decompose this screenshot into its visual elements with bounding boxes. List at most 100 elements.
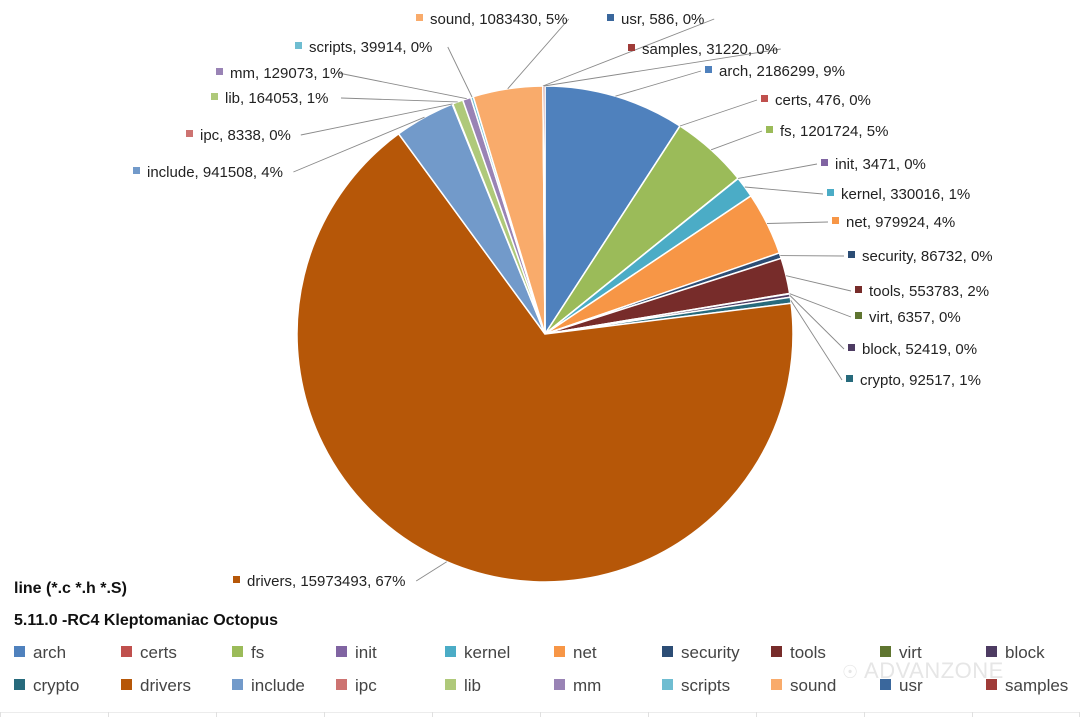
data-label-marker-scripts <box>295 42 302 49</box>
legend-swatch-lib <box>445 679 456 690</box>
data-label-marker-lib <box>211 93 218 100</box>
legend-swatch-ipc <box>336 679 347 690</box>
legend-label-block: block <box>1005 643 1045 662</box>
chart-title: line (*.c *.h *.S) <box>14 580 127 598</box>
leader-line-drivers <box>416 562 447 581</box>
data-label-marker-kernel <box>827 189 834 196</box>
data-label-block: block, 52419, 0% <box>862 341 977 358</box>
legend-label-drivers: drivers <box>140 676 191 695</box>
legend-swatch-crypto <box>14 679 25 690</box>
legend-label-include: include <box>251 676 305 695</box>
axis-tick <box>756 712 757 717</box>
data-label-tools: tools, 553783, 2% <box>869 283 989 300</box>
axis-tick <box>0 712 1 717</box>
leader-line-scripts <box>448 47 472 97</box>
watermark-chat-icon: ☉ <box>842 662 859 682</box>
legend-label-mm: mm <box>573 676 601 695</box>
axis-tick <box>972 712 973 717</box>
watermark: ☉ ADVANZONE <box>842 658 1004 684</box>
legend-swatch-virt <box>880 646 891 657</box>
axis-tick <box>864 712 865 717</box>
leader-line-crypto <box>791 300 842 380</box>
legend-swatch-tools <box>771 646 782 657</box>
data-label-virt: virt, 6357, 0% <box>869 309 961 326</box>
leader-line-init <box>738 164 817 178</box>
legend-swatch-sound <box>771 679 782 690</box>
data-label-marker-usr <box>607 14 614 21</box>
data-label-init: init, 3471, 0% <box>835 156 926 173</box>
data-label-marker-tools <box>855 286 862 293</box>
legend-item-tools: tools <box>771 643 826 663</box>
leader-line-arch <box>615 71 701 96</box>
axis-tick <box>324 712 325 717</box>
leader-line-mm <box>338 73 466 99</box>
data-label-marker-crypto <box>846 375 853 382</box>
data-label-kernel: kernel, 330016, 1% <box>841 186 970 203</box>
legend-item-drivers: drivers <box>121 676 191 696</box>
legend-item-mm: mm <box>554 676 601 696</box>
legend-item-certs: certs <box>121 643 177 663</box>
data-label-fs: fs, 1201724, 5% <box>780 123 888 140</box>
chart-subtitle: 5.11.0 -RC4 Kleptomaniac Octopus <box>14 612 278 630</box>
legend-item-security: security <box>662 643 740 663</box>
data-label-certs: certs, 476, 0% <box>775 92 871 109</box>
legend-item-crypto: crypto <box>14 676 79 696</box>
legend-item-ipc: ipc <box>336 676 377 696</box>
data-label-marker-include <box>133 167 140 174</box>
data-label-security: security, 86732, 0% <box>862 248 993 265</box>
legend-label-scripts: scripts <box>681 676 730 695</box>
legend-swatch-drivers <box>121 679 132 690</box>
legend-label-arch: arch <box>33 643 66 662</box>
axis-tick <box>648 712 649 717</box>
legend-swatch-kernel <box>445 646 456 657</box>
legend-item-fs: fs <box>232 643 264 663</box>
data-label-crypto: crypto, 92517, 1% <box>860 372 981 389</box>
data-label-scripts: scripts, 39914, 0% <box>309 39 432 56</box>
legend-label-sound: sound <box>790 676 836 695</box>
data-label-arch: arch, 2186299, 9% <box>719 63 845 80</box>
legend-swatch-arch <box>14 646 25 657</box>
legend-label-certs: certs <box>140 643 177 662</box>
legend-item-sound: sound <box>771 676 836 696</box>
data-label-mm: mm, 129073, 1% <box>230 65 343 82</box>
data-label-marker-certs <box>761 95 768 102</box>
data-label-marker-fs <box>766 126 773 133</box>
data-label-drivers: drivers, 15973493, 67% <box>247 573 405 590</box>
legend-label-samples: samples <box>1005 676 1068 695</box>
data-label-include: include, 941508, 4% <box>147 164 283 181</box>
legend-label-lib: lib <box>464 676 481 695</box>
leader-line-sound <box>508 19 569 89</box>
legend-label-ipc: ipc <box>355 676 377 695</box>
data-label-marker-init <box>821 159 828 166</box>
legend-swatch-security <box>662 646 673 657</box>
leader-line-fs <box>711 131 762 150</box>
legend-swatch-include <box>232 679 243 690</box>
pie-slices <box>297 86 793 582</box>
data-label-samples: samples, 31220, 0% <box>642 41 778 58</box>
legend-swatch-mm <box>554 679 565 690</box>
data-label-marker-ipc <box>186 130 193 137</box>
data-label-marker-security <box>848 251 855 258</box>
watermark-text: ADVANZONE <box>864 658 1004 683</box>
data-label-usr: usr, 586, 0% <box>621 11 704 28</box>
data-label-marker-net <box>832 217 839 224</box>
leader-line-tools <box>786 276 851 291</box>
legend-swatch-scripts <box>662 679 673 690</box>
axis-tick <box>108 712 109 717</box>
data-label-marker-block <box>848 344 855 351</box>
legend-item-lib: lib <box>445 676 481 696</box>
data-label-sound: sound, 1083430, 5% <box>430 11 568 28</box>
data-label-marker-samples <box>628 44 635 51</box>
legend-swatch-net <box>554 646 565 657</box>
axis-tick <box>540 712 541 717</box>
legend-label-kernel: kernel <box>464 643 510 662</box>
legend-label-net: net <box>573 643 597 662</box>
data-label-marker-arch <box>705 66 712 73</box>
legend-item-net: net <box>554 643 597 663</box>
data-label-lib: lib, 164053, 1% <box>225 90 328 107</box>
axis-tick <box>216 712 217 717</box>
legend-item-scripts: scripts <box>662 676 730 696</box>
legend-swatch-certs <box>121 646 132 657</box>
legend-item-init: init <box>336 643 377 663</box>
